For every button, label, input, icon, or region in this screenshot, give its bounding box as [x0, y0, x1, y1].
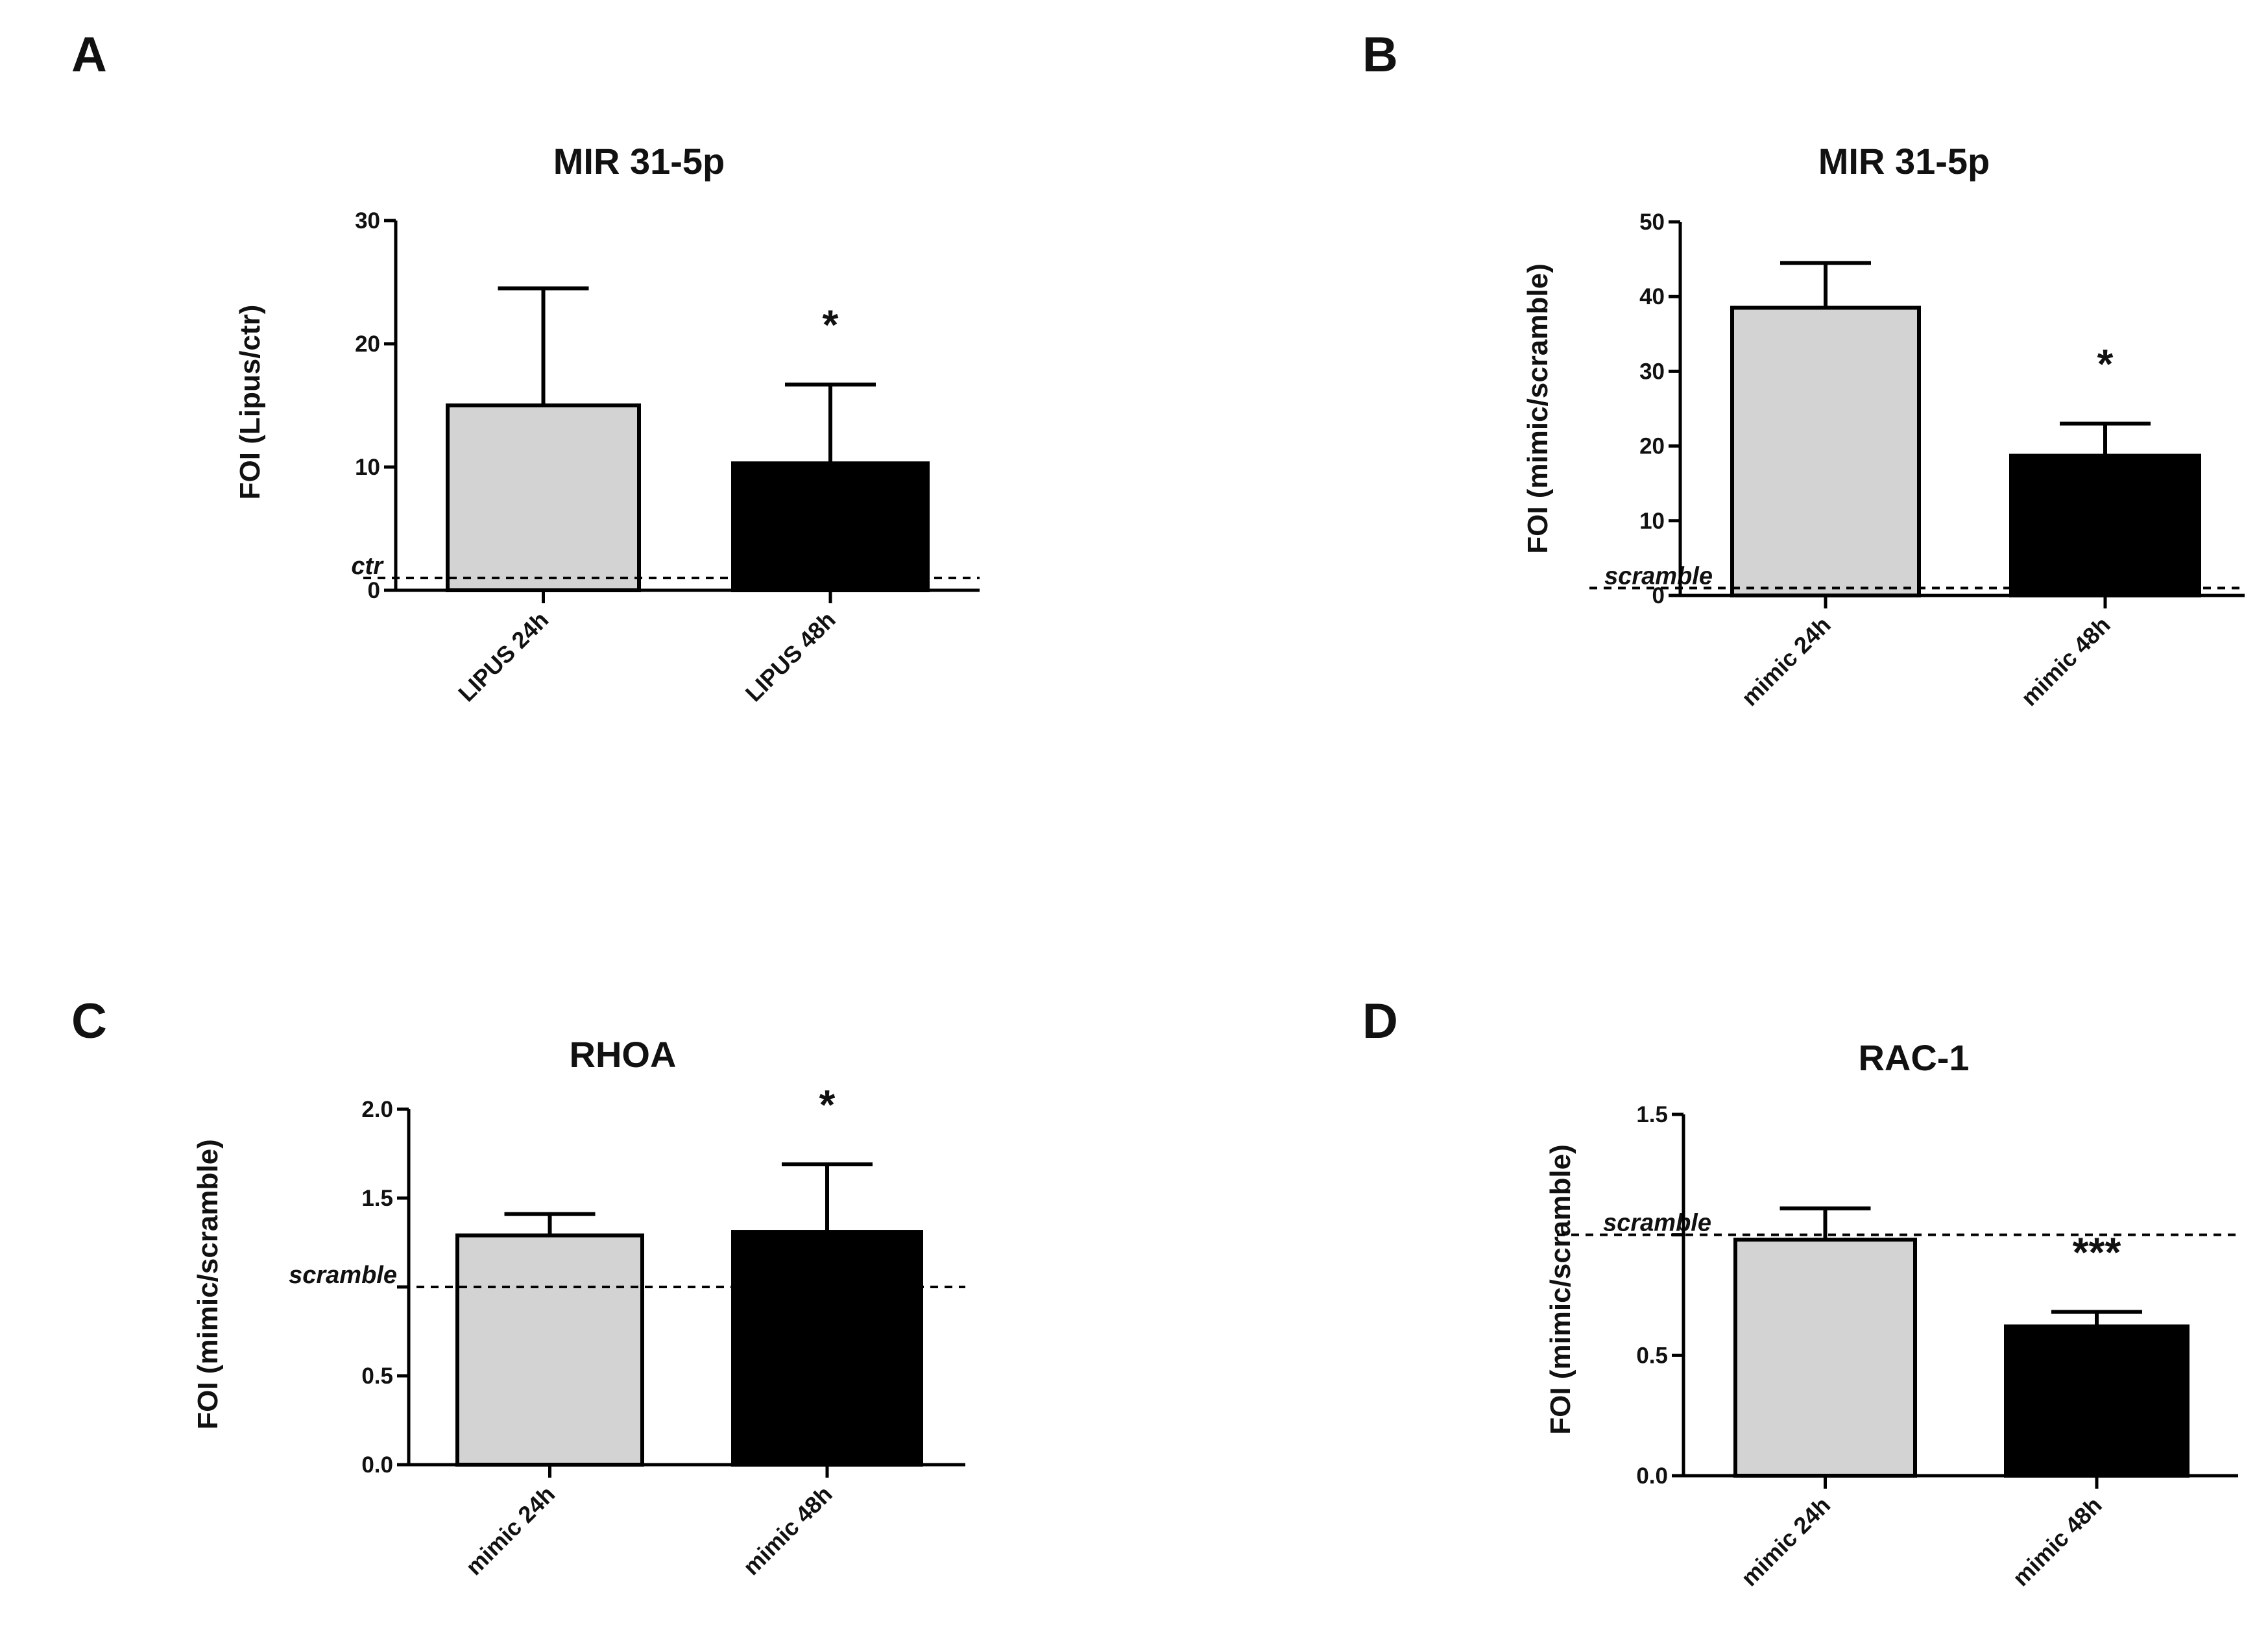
panel-b-letter: B: [1362, 27, 1398, 82]
panel-a-bar-1: [446, 403, 641, 592]
panel-c-significance-2: *: [819, 1081, 836, 1128]
panel-d-significance-2: ***: [2073, 1229, 2121, 1275]
panel-b-y-tick-label: 50: [1639, 210, 1665, 235]
panel-a-y-axis-label: FOI (Lipus/ctr): [234, 305, 266, 500]
panel-c-y-tick-label: 2.0: [361, 1097, 393, 1122]
panel-c-y-tick-label: 0.0: [361, 1452, 393, 1478]
panel-a-reference-label: ctr: [351, 553, 384, 580]
panel-a-y-tick-label: 20: [355, 331, 380, 357]
panel-c-reference-label: scramble: [289, 1262, 397, 1289]
panel-d-y-tick-label: 1.5: [1636, 1102, 1668, 1127]
panel-b-reference-label: scramble: [1604, 562, 1713, 590]
panel-c-title: RHOA: [570, 1034, 677, 1075]
panel-b-y-tick-label: 20: [1639, 434, 1665, 459]
panel-c-letter: C: [71, 994, 107, 1049]
panel-b-significance-2: *: [2097, 341, 2114, 387]
panel-b-bar-1: [1730, 306, 1921, 597]
panel-a-y-tick-label: 30: [355, 208, 380, 234]
panel-d-bar-1: [1733, 1238, 1917, 1478]
panel-d-title: RAC-1: [1858, 1037, 1969, 1078]
panel-b-bar-2: [2009, 453, 2201, 597]
panel-c-y-tick-label: 1.5: [361, 1186, 393, 1211]
panel-c-y-axis-label: FOI (mimic/scramble): [192, 1139, 224, 1429]
panel-d-letter: D: [1362, 994, 1398, 1049]
panel-a-bar-2: [731, 461, 930, 592]
panel-c-bar-1: [455, 1233, 644, 1467]
panel-b-y-tick-label: 40: [1639, 284, 1665, 309]
panel-a-y-tick-label: 10: [355, 455, 380, 480]
panel-c-y-tick-label: 0.5: [361, 1363, 393, 1389]
panel-a-y-tick-label: 0: [368, 578, 380, 603]
panel-d-reference-label: scramble: [1603, 1210, 1711, 1237]
panel-a-significance-2: *: [823, 302, 839, 348]
panel-b-title: MIR 31-5p: [1818, 141, 1990, 182]
panel-a-title: MIR 31-5p: [553, 141, 725, 182]
panel-b-y-tick-label: 10: [1639, 509, 1665, 534]
panel-c-bar-2: [731, 1230, 923, 1467]
panel-a-letter: A: [71, 27, 107, 82]
panel-d-bar-2: [2004, 1324, 2190, 1478]
panel-d-y-axis-label: FOI (mimic/scramble): [1545, 1144, 1576, 1434]
panel-b-y-tick-label: 0: [1652, 583, 1665, 608]
panel-d-y-tick-label: 0.0: [1636, 1463, 1668, 1489]
panel-b-y-axis-label: FOI (mimic/scramble): [1522, 263, 1554, 553]
panel-d-y-tick-label: 0.5: [1636, 1343, 1668, 1368]
panel-b-y-tick-label: 30: [1639, 359, 1665, 384]
